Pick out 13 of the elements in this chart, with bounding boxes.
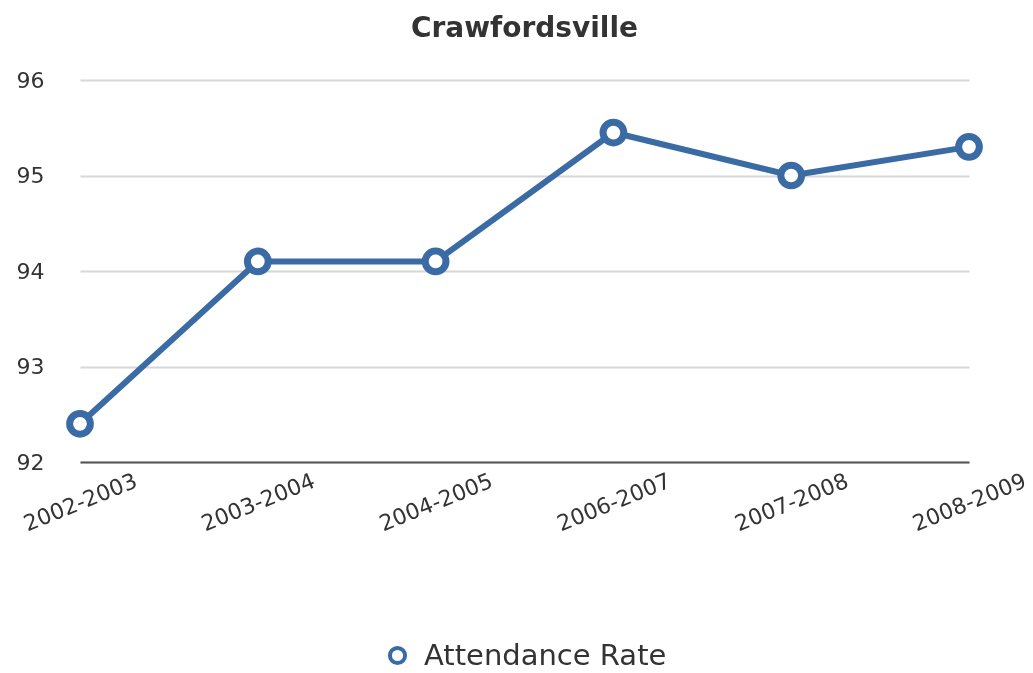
point (243, 247, 272, 276)
point (66, 409, 94, 438)
legend-label: Attendance Rate (424, 637, 667, 672)
y-tick-label: 93 (16, 354, 45, 379)
y-tick-label: 96 (16, 67, 45, 93)
point (421, 247, 450, 276)
y-tick-label: 92 (16, 449, 45, 475)
y-tick-label: 94 (16, 258, 45, 284)
y-tick-label: 95 (16, 163, 45, 188)
point (599, 118, 628, 147)
point (955, 133, 983, 161)
chart-title: Crawfordsville (410, 11, 639, 44)
point (777, 161, 806, 190)
